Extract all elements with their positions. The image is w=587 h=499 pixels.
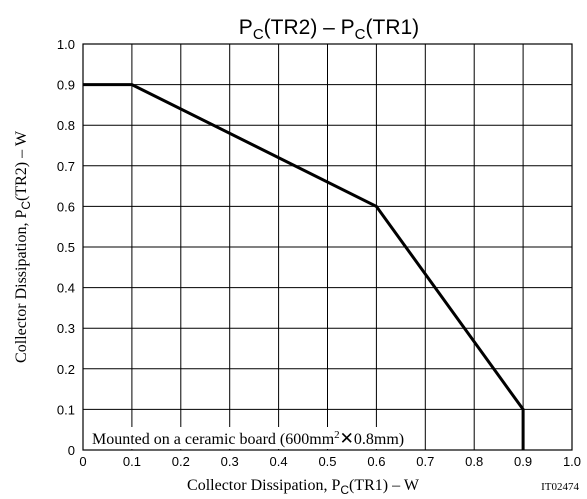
x-tick-label: 0.2	[172, 454, 190, 469]
plot-frame	[82, 43, 573, 451]
annotation: Mounted on a ceramic board (600mm2✕0.8mm…	[92, 429, 404, 448]
y-tick-label: 1.0	[57, 37, 75, 52]
chart-title: PC(TR2) – PC(TR1)	[239, 16, 419, 43]
grid	[83, 44, 572, 450]
x-tick-labels: 0 0.1 0.2 0.3 0.4 0.5 0.6 0.7 0.8 0.9 1.0	[79, 454, 581, 469]
x-tick-label: 0	[79, 454, 86, 469]
x-tick-label: 0.7	[416, 454, 434, 469]
y-tick-label: 0.7	[57, 159, 75, 174]
y-tick-label: 0.5	[57, 240, 75, 255]
y-tick-label: 0.2	[57, 362, 75, 377]
figure-code: IT02474	[541, 481, 579, 493]
x-tick-label: 0.1	[123, 454, 141, 469]
y-axis-label: Collector Dissipation, PC(TR2) – W	[13, 130, 33, 363]
x-axis-label: Collector Dissipation, PC(TR1) – W	[187, 477, 420, 497]
y-tick-label: 0.8	[57, 118, 75, 133]
y-tick-label: 0.1	[57, 402, 75, 417]
series-layer	[83, 83, 525, 450]
x-tick-label: 0.5	[318, 454, 336, 469]
x-tick-label: 0.3	[221, 454, 239, 469]
x-tick-label: 1.0	[563, 454, 581, 469]
series-line	[83, 83, 525, 450]
y-tick-label: 0.3	[57, 321, 75, 336]
annotation-background	[85, 427, 410, 449]
y-tick-label: 0.6	[57, 199, 75, 214]
x-tick-label: 0.4	[270, 454, 288, 469]
x-tick-label: 0.9	[514, 454, 532, 469]
y-tick-labels: 0 0.1 0.2 0.3 0.4 0.5 0.6 0.7 0.8 0.9 1.0	[57, 37, 75, 458]
y-tick-label: 0.9	[57, 78, 75, 93]
x-tick-label: 0.8	[465, 454, 483, 469]
y-tick-label: 0.4	[57, 281, 75, 296]
x-tick-label: 0.6	[367, 454, 385, 469]
y-tick-label: 0	[68, 443, 75, 458]
times-symbol: ✕	[340, 429, 354, 448]
